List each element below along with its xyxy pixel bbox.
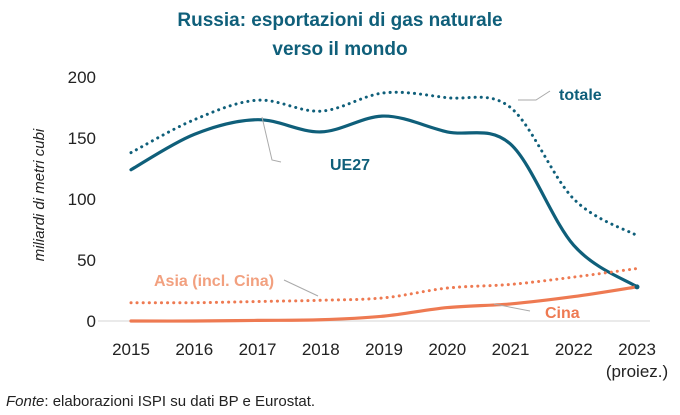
x-tick-label: 2023	[618, 340, 656, 359]
source-prefix: Fonte	[6, 393, 44, 410]
source-text: : elaborazioni ISPI su dati BP e Eurosta…	[44, 393, 315, 410]
y-tick-label: 0	[87, 312, 96, 331]
series-endpoint-2023	[634, 284, 640, 290]
x-tick-label: 2022	[555, 340, 593, 359]
x-tick-note: (proiez.)	[606, 362, 668, 381]
series-line-cina	[129, 285, 639, 323]
chart-title-line-1: Russia: esportazioni di gas naturale	[177, 10, 502, 31]
series-label-asia: Asia (incl. Cina)	[154, 273, 274, 290]
x-tick-label: 2017	[239, 340, 277, 359]
x-tick-label: 2021	[492, 340, 530, 359]
series-line-totale	[129, 90, 639, 238]
chart-title-line-2: verso il mondo	[272, 39, 407, 60]
chart-title: Russia: esportazioni di gas naturale ver…	[177, 10, 502, 60]
y-tick-label: 200	[68, 68, 96, 87]
series-label-ue27: UE27	[330, 157, 370, 174]
leader-cina	[493, 303, 531, 312]
source-note: Fonte: elaborazioni ISPI su dati BP e Eu…	[6, 393, 315, 410]
x-tick-label: 2018	[302, 340, 340, 359]
x-tick-label: 2016	[175, 340, 213, 359]
x-tick-label: 2019	[365, 340, 403, 359]
series-label-totale: totale	[559, 87, 602, 104]
series-line-ue27	[129, 114, 639, 289]
leader-totale	[518, 90, 551, 101]
y-tick-label: 150	[68, 129, 96, 148]
x-tick-label: 2020	[428, 340, 466, 359]
label-leaders	[261, 90, 551, 312]
series-group	[129, 90, 640, 323]
y-axis-label: miliardi di metri cubi	[31, 128, 48, 261]
x-axis-ticks: 2015 2016 2017 2018 2019 2020 2021 2022 2023	[112, 340, 656, 359]
y-axis-ticks: 0 50 100 150 200	[68, 68, 96, 331]
leader-asia	[283, 279, 319, 297]
x-tick-label: 2015	[112, 340, 150, 359]
series-labels: totale UE27 Asia (incl. Cina) Cina	[154, 87, 602, 322]
y-tick-label: 100	[68, 190, 96, 209]
series-label-cina: Cina	[545, 305, 580, 322]
y-tick-label: 50	[77, 251, 96, 270]
leader-ue27	[261, 116, 282, 163]
